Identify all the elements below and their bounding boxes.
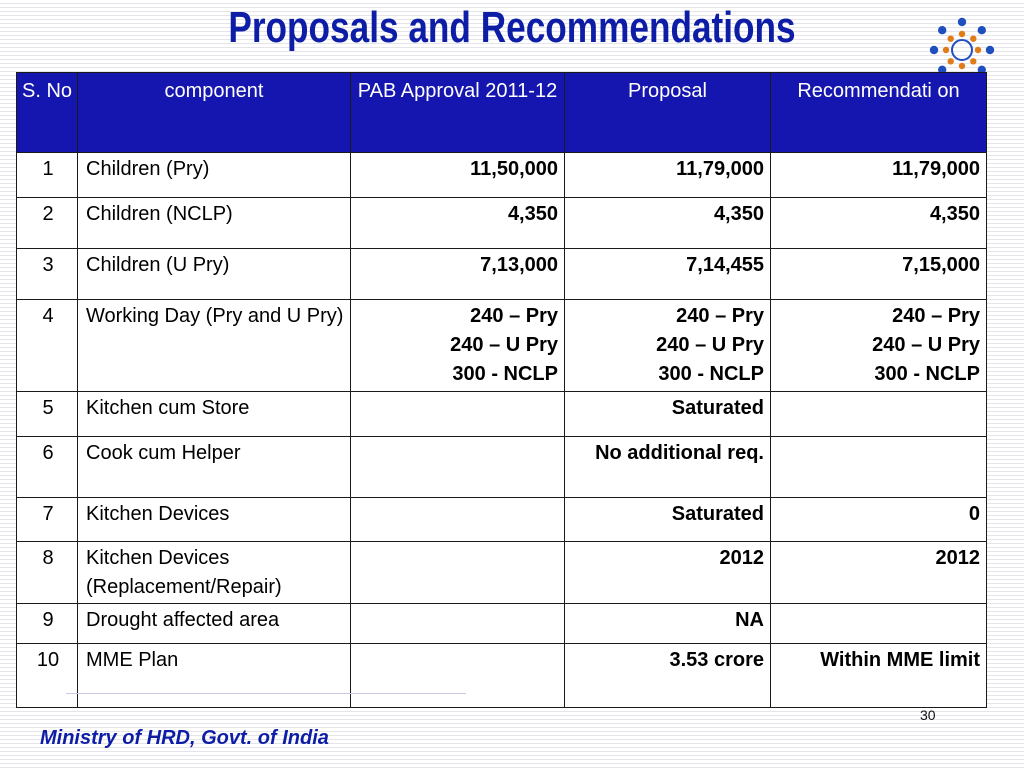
table-row: 3 Children (U Pry) 7,13,000 7,14,455 7,1…	[16, 248, 987, 300]
cell-proposal: 240 – Pry 240 – U Pry 300 - NCLP	[564, 299, 771, 392]
cell-recommendation: 7,15,000	[770, 248, 987, 300]
table-row: 7 Kitchen Devices Saturated 0	[16, 497, 987, 542]
cell-recommendation: 0	[770, 497, 987, 542]
value-line: 300 - NCLP	[658, 363, 764, 385]
cell-component: Children (Pry)	[77, 152, 351, 198]
value-line: 240 – U Pry	[872, 334, 980, 356]
table-row: 1 Children (Pry) 11,50,000 11,79,000 11,…	[16, 152, 987, 198]
cell-sno: 1	[16, 152, 78, 198]
footer-ministry-label: Ministry of HRD, Govt. of India	[40, 727, 329, 749]
cell-recommendation: 11,79,000	[770, 152, 987, 198]
cell-pab-approval	[350, 497, 565, 542]
header-sno: S. No	[16, 72, 78, 153]
table-row: 6 Cook cum Helper No additional req.	[16, 436, 987, 498]
cell-proposal: 2012	[564, 541, 771, 604]
cell-sno: 6	[16, 436, 78, 498]
proposals-table: S. No component PAB Approval 2011-12 Pro…	[16, 72, 987, 708]
cell-component: Kitchen Devices	[77, 497, 351, 542]
cell-pab-approval	[350, 603, 565, 644]
cell-pab-approval: 4,350	[350, 197, 565, 249]
cell-recommendation: 2012	[770, 541, 987, 604]
cell-component: Children (U Pry)	[77, 248, 351, 300]
footer-accent-line	[66, 693, 466, 694]
people-circle-logo-icon	[929, 17, 995, 83]
cell-pab-approval: 11,50,000	[350, 152, 565, 198]
value-line: 300 - NCLP	[874, 363, 980, 385]
cell-sno: 5	[16, 391, 78, 437]
cell-pab-approval: 240 – Pry 240 – U Pry 300 - NCLP	[350, 299, 565, 392]
value-line: 240 – U Pry	[656, 334, 764, 356]
cell-component: Drought affected area	[77, 603, 351, 644]
cell-recommendation: 240 – Pry 240 – U Pry 300 - NCLP	[770, 299, 987, 392]
cell-recommendation: Within MME limit	[770, 643, 987, 708]
cell-proposal: NA	[564, 603, 771, 644]
cell-sno: 8	[16, 541, 78, 604]
cell-proposal: Saturated	[564, 497, 771, 542]
cell-component: MME Plan	[77, 643, 351, 708]
header-component: component	[77, 72, 351, 153]
cell-component: Kitchen cum Store	[77, 391, 351, 437]
cell-component: Kitchen Devices (Replacement/Repair)	[77, 541, 351, 604]
table-row: 4 Working Day (Pry and U Pry) 240 – Pry …	[16, 299, 987, 392]
cell-recommendation	[770, 436, 987, 498]
cell-sno: 9	[16, 603, 78, 644]
cell-sno: 2	[16, 197, 78, 249]
table-row: 5 Kitchen cum Store Saturated	[16, 391, 987, 437]
value-line: 300 - NCLP	[452, 363, 558, 385]
value-line: 240 – Pry	[892, 305, 980, 327]
table-row: 10 MME Plan 3.53 crore Within MME limit	[16, 643, 987, 708]
cell-component: Cook cum Helper	[77, 436, 351, 498]
slide-title: Proposals and Recommendations	[228, 3, 796, 52]
cell-component: Children (NCLP)	[77, 197, 351, 249]
cell-recommendation: 4,350	[770, 197, 987, 249]
cell-pab-approval	[350, 436, 565, 498]
cell-sno: 4	[16, 299, 78, 392]
page-number: 30	[920, 707, 936, 723]
table-row: 2 Children (NCLP) 4,350 4,350 4,350	[16, 197, 987, 249]
cell-pab-approval	[350, 541, 565, 604]
cell-proposal: Saturated	[564, 391, 771, 437]
cell-sno: 7	[16, 497, 78, 542]
header-recommendation: Recommendati on	[770, 72, 987, 153]
cell-sno: 10	[16, 643, 78, 708]
cell-pab-approval: 7,13,000	[350, 248, 565, 300]
value-line: 240 – Pry	[676, 305, 764, 327]
value-line: 240 – Pry	[470, 305, 558, 327]
cell-recommendation	[770, 603, 987, 644]
cell-proposal: No additional req.	[564, 436, 771, 498]
cell-proposal: 3.53 crore	[564, 643, 771, 708]
value-line: 240 – U Pry	[450, 334, 558, 356]
cell-pab-approval	[350, 391, 565, 437]
cell-proposal: 7,14,455	[564, 248, 771, 300]
table-header-row: S. No component PAB Approval 2011-12 Pro…	[16, 72, 987, 153]
header-proposal: Proposal	[564, 72, 771, 153]
cell-proposal: 4,350	[564, 197, 771, 249]
table-row: 8 Kitchen Devices (Replacement/Repair) 2…	[16, 541, 987, 604]
cell-pab-approval	[350, 643, 565, 708]
table-row: 9 Drought affected area NA	[16, 603, 987, 644]
header-pab-approval: PAB Approval 2011-12	[350, 72, 565, 153]
cell-component: Working Day (Pry and U Pry)	[77, 299, 351, 392]
cell-sno: 3	[16, 248, 78, 300]
cell-recommendation	[770, 391, 987, 437]
cell-proposal: 11,79,000	[564, 152, 771, 198]
